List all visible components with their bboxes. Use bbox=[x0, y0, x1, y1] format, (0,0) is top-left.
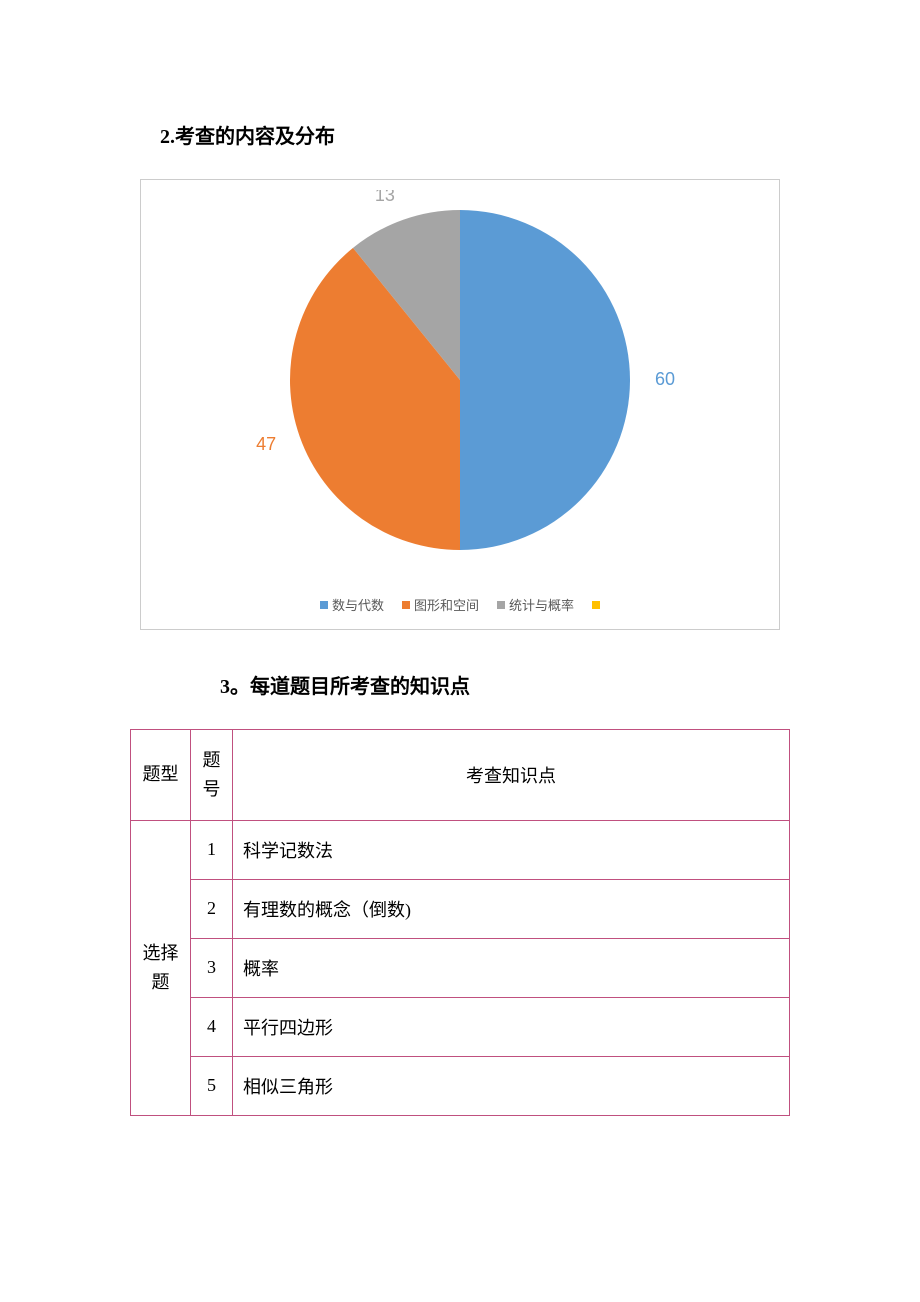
legend-label: 统计与概率 bbox=[509, 595, 574, 614]
point-cell: 平行四边形 bbox=[233, 997, 790, 1056]
section-heading-3: 3。每道题目所考查的知识点 bbox=[220, 670, 790, 699]
table-row: 3概率 bbox=[131, 938, 790, 997]
header-point: 考查知识点 bbox=[233, 730, 790, 821]
legend-swatch bbox=[402, 601, 410, 609]
point-cell: 有理数的概念（倒数) bbox=[233, 879, 790, 938]
knowledge-points-table: 题型 题号 考查知识点 选择题1科学记数法2有理数的概念（倒数)3概率4平行四边… bbox=[130, 729, 790, 1116]
table-row: 5相似三角形 bbox=[131, 1056, 790, 1115]
num-cell: 4 bbox=[191, 997, 233, 1056]
table-header-row: 题型 题号 考查知识点 bbox=[131, 730, 790, 821]
legend-item bbox=[592, 601, 600, 609]
legend-label: 图形和空间 bbox=[414, 595, 479, 614]
type-label: 选择题 bbox=[141, 939, 180, 997]
type-cell: 选择题 bbox=[131, 820, 191, 1115]
num-cell: 2 bbox=[191, 879, 233, 938]
legend-item: 统计与概率 bbox=[497, 595, 574, 614]
chart-legend: 数与代数 图形和空间 统计与概率 bbox=[320, 595, 600, 619]
table-row: 4平行四边形 bbox=[131, 997, 790, 1056]
table-row: 选择题1科学记数法 bbox=[131, 820, 790, 879]
legend-swatch bbox=[497, 601, 505, 609]
pie-slice-label: 47 bbox=[256, 434, 276, 454]
pie-slice-label: 60 bbox=[655, 369, 675, 389]
num-cell: 3 bbox=[191, 938, 233, 997]
legend-swatch bbox=[592, 601, 600, 609]
section-heading-2: 2.考查的内容及分布 bbox=[160, 120, 790, 149]
pie-chart-container: 60 47 13 数与代数 图形和空间 统计与概率 bbox=[140, 179, 780, 630]
point-cell: 科学记数法 bbox=[233, 820, 790, 879]
header-type: 题型 bbox=[131, 730, 191, 821]
header-num: 题号 bbox=[191, 730, 233, 821]
legend-item: 图形和空间 bbox=[402, 595, 479, 614]
pie-slice-label: 13 bbox=[375, 190, 395, 205]
table-row: 2有理数的概念（倒数) bbox=[131, 879, 790, 938]
legend-item: 数与代数 bbox=[320, 595, 384, 614]
legend-swatch bbox=[320, 601, 328, 609]
legend-label: 数与代数 bbox=[332, 595, 384, 614]
point-cell: 相似三角形 bbox=[233, 1056, 790, 1115]
pie-slice bbox=[460, 210, 630, 550]
num-cell: 1 bbox=[191, 820, 233, 879]
point-cell: 概率 bbox=[233, 938, 790, 997]
num-cell: 5 bbox=[191, 1056, 233, 1115]
pie-chart: 60 47 13 bbox=[165, 190, 755, 580]
